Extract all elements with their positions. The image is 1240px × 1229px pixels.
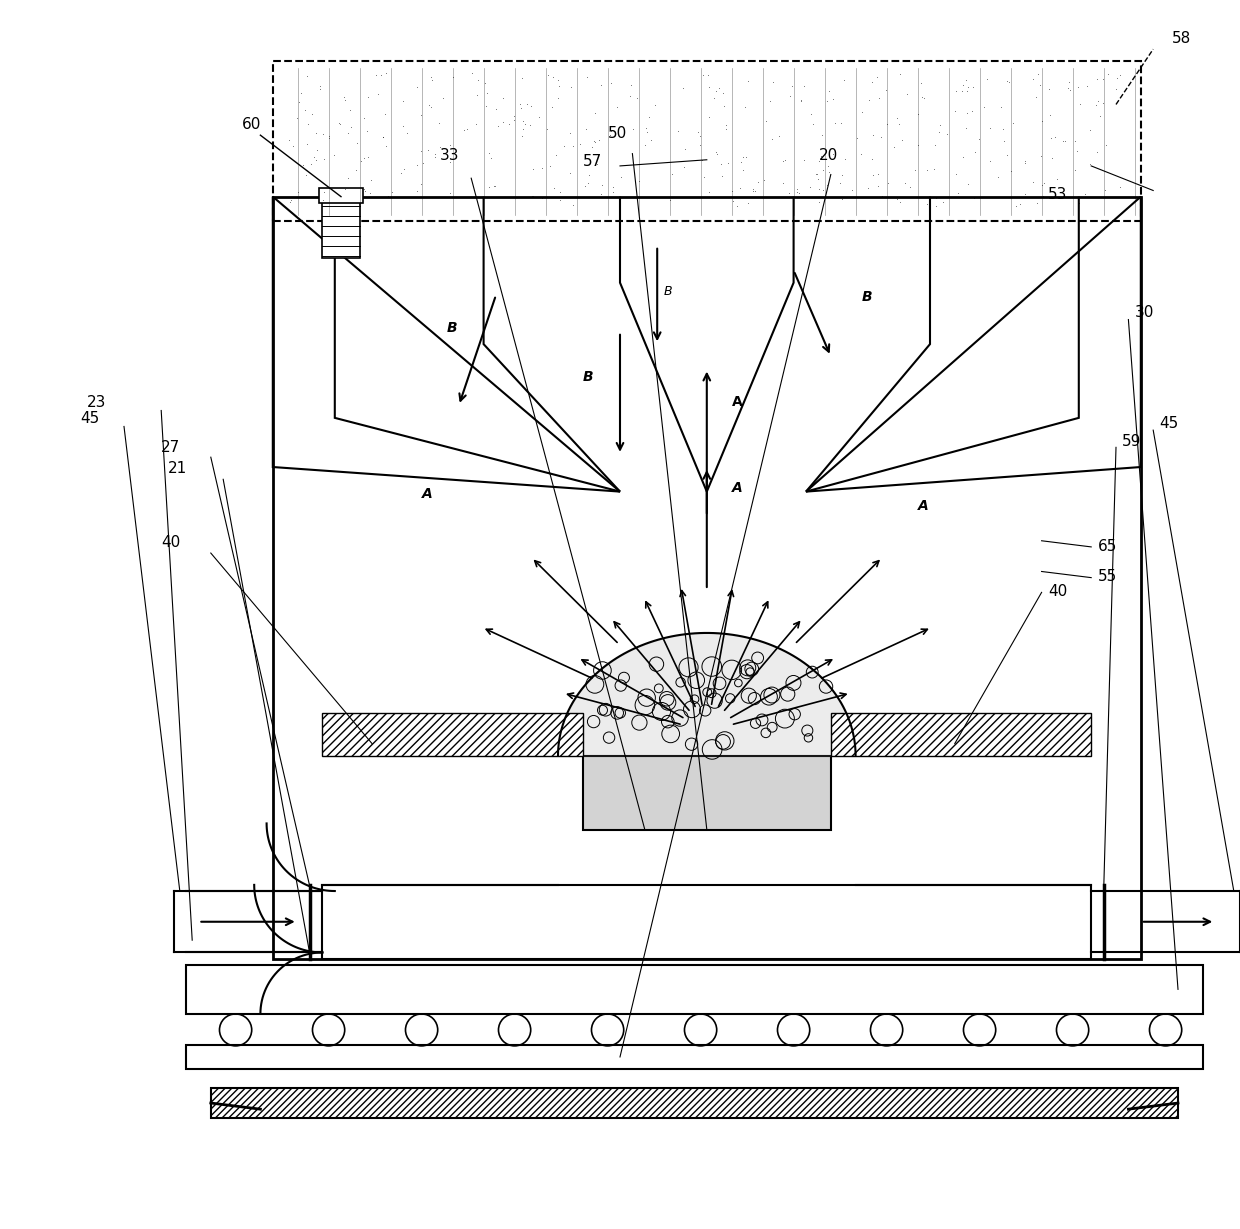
Text: 58: 58 [1172,31,1192,45]
Text: 40: 40 [1048,584,1068,599]
Bar [211,1088,1178,1118]
Bar [319,188,363,203]
Bar [273,197,1141,959]
Bar [322,713,583,756]
Text: B: B [583,370,594,383]
Text: 59: 59 [1122,434,1142,449]
Text: 23: 23 [87,395,107,409]
Text: 20: 20 [818,147,838,162]
Bar [273,61,1141,221]
Text: A: A [918,499,929,512]
Bar [583,756,831,830]
Text: B: B [446,321,458,334]
Text: 30: 30 [1135,305,1154,320]
Text: 33: 33 [440,147,460,162]
Bar [322,885,1091,959]
Text: 55: 55 [1097,569,1117,584]
Text: 27: 27 [161,440,181,455]
Text: 45: 45 [81,410,100,425]
Text: A: A [732,395,743,408]
Text: 57: 57 [583,154,603,168]
Text: B: B [663,285,672,297]
Text: 45: 45 [1159,415,1179,430]
Text: 53: 53 [1048,187,1068,202]
Bar [186,965,1203,1014]
Text: B: B [862,290,873,304]
Text: 65: 65 [1097,538,1117,553]
Text: 60: 60 [242,117,262,132]
Text: 40: 40 [161,535,181,549]
Bar [186,1045,1203,1069]
Text: A: A [732,481,743,494]
Text: A: A [422,487,433,500]
Bar [322,197,360,258]
Text: 21: 21 [167,461,187,476]
Text: 50: 50 [608,125,627,140]
Bar [831,713,1091,756]
